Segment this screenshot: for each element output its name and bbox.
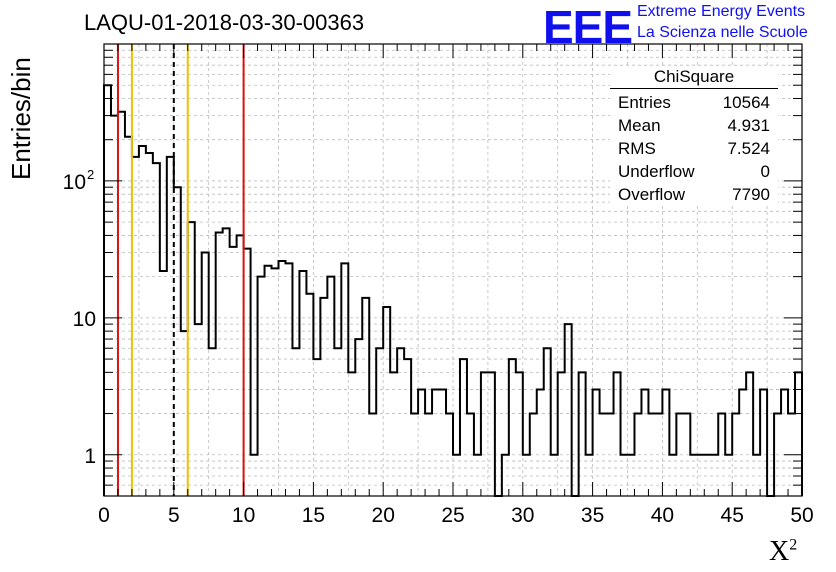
histogram-series-line	[103, 84, 803, 497]
y-tick-label: 10	[63, 171, 86, 194]
stats-label: Mean	[618, 116, 661, 135]
histogram-bin	[760, 389, 767, 496]
stats-label: Overflow	[618, 185, 686, 204]
histogram-bin	[348, 372, 355, 496]
histogram-bin	[195, 324, 202, 496]
logo-line-2: La Scienza nelle Scuole	[637, 24, 808, 41]
histogram-bin	[739, 389, 746, 496]
stats-row-underflow: Underflow 0	[610, 160, 778, 183]
histogram-bin	[139, 146, 146, 496]
stats-box-title: ChiSquare	[610, 67, 778, 89]
histogram-bin	[202, 253, 209, 496]
histogram-bin	[153, 163, 160, 496]
histogram-bin	[292, 348, 299, 496]
histogram-bin	[781, 389, 788, 496]
histogram-bin	[662, 389, 669, 496]
histogram-bin	[439, 389, 446, 496]
histogram-bin	[104, 85, 111, 496]
x-tick-label: 10	[232, 504, 255, 527]
histogram-bin	[111, 116, 118, 496]
histogram-bin	[746, 372, 753, 496]
page-title: LAQU-01-2018-03-30-00363	[84, 10, 365, 35]
stats-label: RMS	[618, 139, 656, 158]
histogram-bin	[125, 137, 132, 496]
histogram-bin	[132, 157, 139, 496]
x-tick-label: 15	[302, 504, 325, 527]
histogram-bin	[481, 372, 488, 496]
x-tick-label: 25	[441, 504, 464, 527]
stats-row-mean: Mean 4.931	[610, 114, 778, 137]
histogram-bin	[509, 359, 516, 496]
stats-value: 7790	[732, 185, 770, 204]
histogram-bin	[230, 247, 237, 496]
stats-row-overflow: Overflow 7790	[610, 183, 778, 206]
x-tick-label: 35	[581, 504, 604, 527]
histogram-bin	[460, 359, 467, 496]
stats-label: Underflow	[618, 162, 695, 181]
histogram-bin	[418, 389, 425, 496]
histogram-bin	[265, 266, 272, 496]
histogram-bin	[209, 348, 216, 496]
x-tick-label: 30	[511, 504, 534, 527]
histogram-bin	[593, 389, 600, 496]
stats-value: 7.524	[727, 139, 770, 158]
histogram-bin	[390, 372, 397, 496]
histogram-bin	[404, 359, 411, 496]
stats-label: Entries	[618, 93, 671, 112]
x-axis-label-base: X	[769, 536, 790, 567]
stats-value: 4.931	[727, 116, 770, 135]
stats-row-rms: RMS 7.524	[610, 137, 778, 160]
histogram-bin	[320, 298, 327, 496]
x-tick-label: 40	[651, 504, 674, 527]
x-axis-label-superscript: 2	[789, 536, 798, 554]
histogram-bin	[641, 389, 648, 496]
x-tick-label: 45	[721, 504, 744, 527]
logo-mark: EEE	[543, 1, 633, 53]
histogram-bin	[537, 389, 544, 496]
logo-line-1: Extreme Energy Events	[637, 3, 806, 20]
histogram-bin	[432, 389, 439, 496]
histogram-bin	[258, 277, 265, 496]
histogram-bin	[544, 348, 551, 496]
histogram-bin	[565, 324, 572, 496]
histogram-bin	[488, 372, 495, 496]
histogram-bin	[223, 228, 230, 496]
histogram-bin	[167, 157, 174, 496]
stats-value: 0	[760, 162, 770, 181]
histogram-bin	[313, 359, 320, 496]
histogram-bin	[334, 348, 341, 496]
histogram-bin	[327, 277, 334, 496]
stats-box: ChiSquare Entries 10564 Mean 4.931 RMS 7…	[610, 67, 778, 206]
y-tick-label: 10	[73, 308, 96, 331]
histogram-bin	[376, 348, 383, 496]
histogram-bin	[237, 235, 244, 496]
stats-row-entries: Entries 10564	[610, 91, 778, 114]
histogram-bin	[160, 271, 167, 496]
y-tick-label-exponent: 2	[87, 167, 94, 182]
y-tick-label: 1	[84, 445, 96, 468]
histogram-bin	[579, 372, 586, 496]
histogram-bin	[397, 348, 404, 496]
histogram-bin	[362, 298, 369, 496]
histogram-bin	[614, 372, 621, 496]
y-axis-label: Entries/bin	[6, 57, 36, 180]
histogram-bin	[516, 372, 523, 496]
x-tick-label: 50	[790, 504, 813, 527]
histogram-bin	[558, 372, 565, 496]
histogram-bin	[355, 339, 362, 496]
stats-value: 10564	[722, 93, 770, 112]
histogram-bin	[299, 271, 306, 496]
x-axis-label: X2	[769, 536, 797, 568]
x-tick-label: 20	[372, 504, 395, 527]
x-tick-label: 5	[168, 504, 180, 527]
x-tick-label: 0	[98, 504, 110, 527]
histogram-bin	[174, 187, 181, 496]
histogram-bin	[216, 233, 223, 496]
histogram-bin	[118, 112, 125, 496]
histogram-bin	[795, 372, 802, 496]
histogram-bin	[272, 268, 279, 496]
